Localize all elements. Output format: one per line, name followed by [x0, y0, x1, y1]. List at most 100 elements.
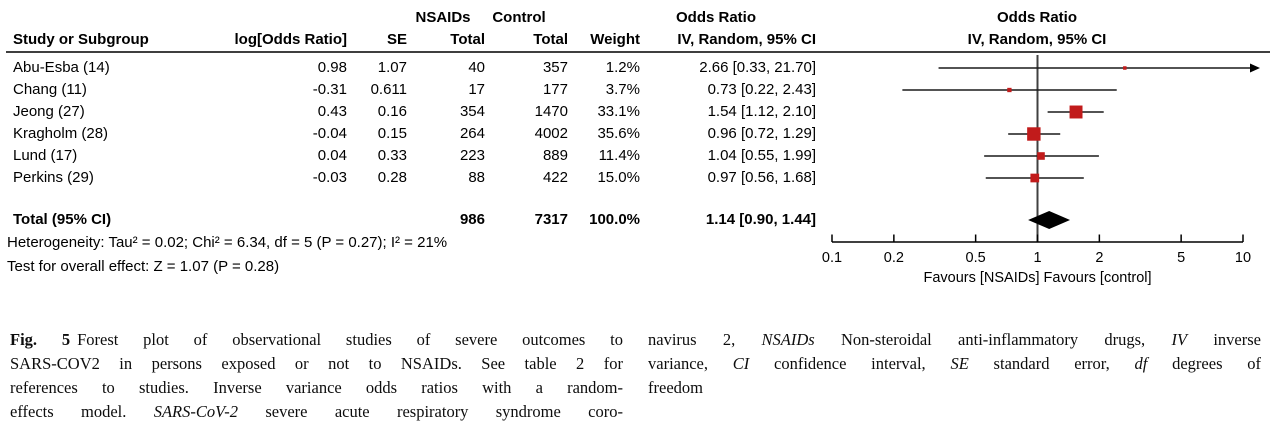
log-or-cell: 0.98 [317, 59, 347, 76]
caption-line: freedom [648, 376, 1261, 400]
plot-method-header: IV, Random, 95% CI [967, 31, 1107, 48]
or-ci-cell: 2.66 [0.33, 21.70] [699, 59, 816, 76]
group-header-nsaids: NSAIDs [415, 9, 471, 26]
caption-italic-term: SE [950, 354, 969, 373]
tick-label: 2 [1095, 250, 1103, 266]
tick-label: 5 [1177, 250, 1185, 266]
se-cell: 0.28 [377, 169, 407, 186]
or-ci-cell: 1.54 [1.12, 2.10] [707, 103, 816, 120]
log-or-cell: 0.43 [317, 103, 347, 120]
study-name: Lund (17) [13, 147, 78, 164]
table-row: Chang (11) -0.31 0.611 17 177 3.7% 0.73 … [0, 80, 830, 100]
tick-label: 10 [1235, 250, 1251, 266]
group-header-control: Control [492, 9, 546, 26]
caption-text: inverse [1187, 330, 1261, 349]
table-header-row: Study or Subgroup log[Odds Ratio] SE Tot… [0, 30, 830, 50]
nsaids-total-cell: 223 [459, 147, 485, 164]
table-row: Abu-Esba (14) 0.98 1.07 40 357 1.2% 2.66… [0, 58, 830, 78]
col-header-study: Study or Subgroup [13, 31, 149, 48]
caption-line: references to studies. Inverse variance … [10, 376, 623, 400]
caption-text: degrees of [1147, 354, 1261, 373]
table-row: Jeong (27) 0.43 0.16 354 1470 33.1% 1.54… [0, 102, 830, 122]
total-weight-cell: 100.0% [589, 211, 640, 228]
control-total-cell: 422 [542, 169, 568, 186]
control-total-cell: 177 [542, 81, 568, 98]
caption-text: Non-steroidal anti-inflammatory drugs, [814, 330, 1172, 349]
caption-italic-term: IV [1171, 330, 1188, 349]
total-nsaids-cell: 986 [459, 211, 485, 228]
caption-text: references to studies. Inverse variance … [10, 378, 623, 397]
figure-caption-left: Fig. 5 Forest plot of observational studi… [10, 328, 623, 424]
log-or-cell: -0.04 [312, 125, 347, 142]
caption-italic-term: NSAIDs [761, 330, 815, 349]
col-header-weight: Weight [590, 31, 640, 48]
header-rule [6, 51, 1270, 53]
se-cell: 0.16 [377, 103, 407, 120]
tick-label: 1 [1033, 250, 1041, 266]
effect-marker [1007, 87, 1012, 93]
caption-text: variance, [648, 354, 733, 373]
caption-italic-term: SARS-CoV-2 [153, 402, 239, 421]
log-or-cell: -0.03 [312, 169, 347, 186]
nsaids-total-cell: 40 [468, 59, 485, 76]
caption-text: freedom [648, 378, 703, 397]
caption-line: SARS-COV2 in persons exposed or not to N… [10, 352, 623, 376]
arrow-right-icon [1250, 63, 1260, 73]
col-header-se: SE [386, 31, 407, 48]
caption-text: effects model. [10, 402, 154, 421]
caption-italic-term: CI [732, 354, 750, 373]
or-ci-cell: 0.96 [0.72, 1.29] [707, 125, 816, 142]
or-ci-cell: 0.97 [0.56, 1.68] [707, 169, 816, 186]
caption-text: confidence interval, [749, 354, 951, 373]
study-name: Abu-Esba (14) [13, 59, 110, 76]
total-row: Total (95% CI) 986 7317 100.0% 1.14 [0.9… [0, 210, 830, 230]
figure-caption-right: navirus 2, NSAIDs Non-steroidal anti-inf… [648, 328, 1261, 400]
effect-marker [1030, 173, 1040, 183]
control-total-cell: 889 [542, 147, 568, 164]
se-cell: 1.07 [377, 59, 407, 76]
control-total-cell: 4002 [534, 125, 568, 142]
total-or-ci-cell: 1.14 [0.90, 1.44] [705, 211, 816, 228]
caption-text: navirus 2, [648, 330, 762, 349]
caption-line: variance, CI confidence interval, SE sta… [648, 352, 1261, 376]
se-cell: 0.611 [370, 81, 407, 98]
caption-italic-term: df [1134, 354, 1148, 373]
se-cell: 0.15 [377, 125, 407, 142]
nsaids-total-cell: 88 [468, 169, 485, 186]
study-name: Kragholm (28) [13, 125, 109, 142]
effect-marker [1027, 127, 1041, 141]
forest-plot-canvas: 0.1 0.2 0.5 1 2 5 10 Favours [NSAIDs] Favours [… [822, 55, 1260, 286]
caption-text: SARS-COV2 in persons exposed or not to N… [10, 354, 623, 373]
caption-text: standard error, [968, 354, 1135, 373]
log-or-cell: 0.04 [317, 147, 347, 164]
tick-label: 0.1 [822, 250, 842, 266]
caption-line: navirus 2, NSAIDs Non-steroidal anti-inf… [648, 328, 1261, 352]
tick-label: 0.5 [966, 250, 986, 266]
effect-marker [1069, 105, 1083, 119]
total-control-cell: 7317 [534, 211, 568, 228]
control-total-cell: 357 [542, 59, 568, 76]
weight-cell: 33.1% [597, 103, 640, 120]
control-total-cell: 1470 [534, 103, 568, 120]
nsaids-total-cell: 264 [459, 125, 485, 142]
overall-effect-text: Test for overall effect: Z = 1.07 (P = 0… [7, 258, 280, 275]
study-name: Chang (11) [13, 81, 87, 98]
table-row: Lund (17) 0.04 0.33 223 889 11.4% 1.04 [… [0, 146, 830, 166]
log-or-cell: -0.31 [312, 81, 347, 98]
total-label: Total (95% CI) [13, 211, 112, 228]
caption-line: Fig. 5 Forest plot of observational studi… [10, 328, 623, 352]
table-row: Kragholm (28) -0.04 0.15 264 4002 35.6% … [0, 124, 830, 144]
col-header-total-control: Total [533, 31, 568, 48]
nsaids-total-cell: 17 [468, 81, 485, 98]
weight-cell: 35.6% [597, 125, 640, 142]
total-diamond [1028, 211, 1071, 229]
study-name: Jeong (27) [13, 103, 85, 120]
col-header-log-or: log[Odds Ratio] [234, 31, 348, 48]
nsaids-total-cell: 354 [459, 103, 485, 120]
study-name: Perkins (29) [13, 169, 94, 186]
or-ci-cell: 0.73 [0.22, 2.43] [707, 81, 816, 98]
effect-marker [1037, 152, 1045, 160]
table-row: Perkins (29) -0.03 0.28 88 422 15.0% 0.9… [0, 168, 830, 188]
caption-figure-label: Fig. 5 [10, 330, 71, 349]
